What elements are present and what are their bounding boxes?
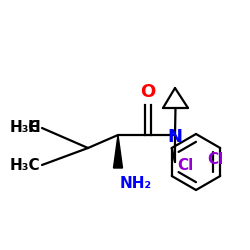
Text: N: N — [168, 128, 182, 146]
Text: O: O — [140, 83, 156, 101]
Text: H₃C: H₃C — [10, 120, 40, 136]
Text: H: H — [27, 120, 40, 136]
Text: Cl: Cl — [177, 158, 193, 173]
Text: H₃C: H₃C — [10, 158, 40, 172]
Text: NH₂: NH₂ — [120, 176, 152, 191]
Text: Cl: Cl — [207, 152, 223, 167]
Polygon shape — [114, 135, 122, 168]
